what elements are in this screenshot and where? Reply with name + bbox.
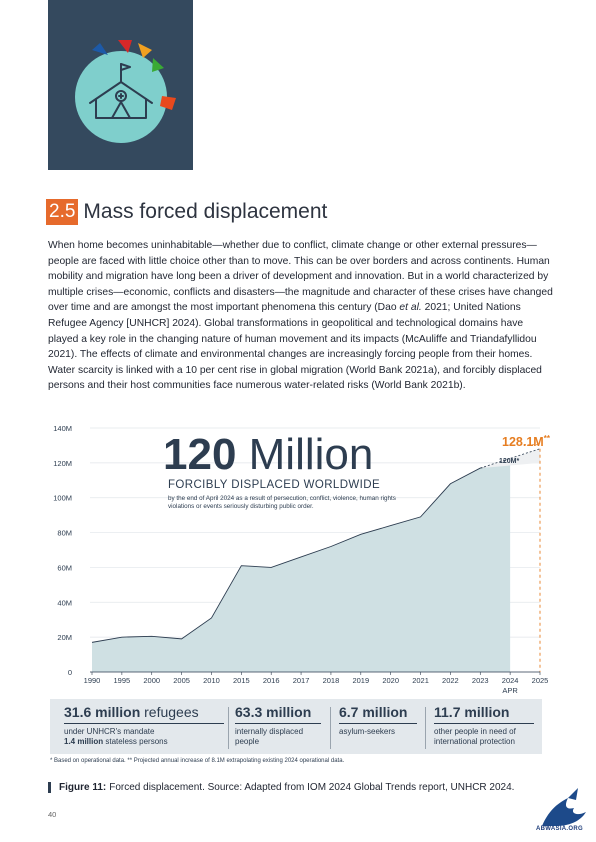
projected-callout: 128.1M** — [502, 434, 550, 449]
stat-label: asylum-seekers — [339, 727, 417, 737]
body-paragraph: When home becomes uninhabitable—whether … — [48, 238, 553, 394]
x-tick-label: 2000 — [143, 676, 160, 685]
y-tick-label: 60M — [57, 563, 72, 572]
chart-footnote: * Based on operational data. ** Projecte… — [50, 758, 345, 764]
stat-line2: stateless persons — [103, 736, 168, 746]
page-number: 40 — [48, 810, 57, 819]
x-tick-label: 2016 — [263, 676, 280, 685]
headline-number-word: Million — [248, 430, 374, 479]
stat-value: 31.6 million — [64, 704, 141, 720]
projected-value: 128.1M — [502, 435, 544, 450]
x-tick-label: 2019 — [352, 676, 369, 685]
stat-line1: internally displaced — [235, 727, 304, 736]
stat-line1: under UNHCR's mandate — [64, 727, 155, 736]
stat-label: other people in need of international pro… — [434, 727, 534, 746]
section-number: 2.5 — [46, 199, 79, 225]
x-tick-label: 2023 — [472, 676, 489, 685]
stats-strip: 31.6 million refugees under UNHCR's mand… — [50, 699, 542, 754]
stat-unit: refugees — [144, 704, 199, 720]
stat-line2: people — [235, 736, 260, 746]
headline-number-value: 120 — [163, 430, 237, 479]
y-tick-label: 100M — [53, 494, 72, 503]
headline-number: 120 Million — [163, 430, 373, 480]
headline-subtitle: FORCIBLY DISPLACED WORLDWIDE — [168, 479, 381, 491]
stat-line1: asylum-seekers — [339, 727, 396, 736]
stat-label: internally displaced people — [235, 727, 321, 746]
caption-label: Figure 11: — [59, 782, 107, 793]
x-tick-label: 1990 — [84, 676, 101, 685]
stat-rule — [235, 723, 321, 724]
stat-value: 6.7 million — [339, 704, 408, 720]
body-text-part-1: When home becomes uninhabitable—whether … — [48, 240, 553, 314]
x-tick-label: 2020 — [382, 676, 399, 685]
section-heading: 2.5 Mass forced displacement — [46, 199, 327, 225]
tent-shelter-icon — [75, 40, 176, 143]
y-tick-label: 40M — [57, 598, 72, 607]
figure-caption: Figure 11: Forced displacement. Source: … — [48, 782, 514, 793]
x-tick-label: 2021 — [412, 676, 429, 685]
headline-description: by the end of April 2024 as a result of … — [168, 495, 396, 510]
stat-divider — [228, 707, 229, 749]
stat-idps: 63.3 million internally displaced people — [235, 704, 321, 746]
series-line — [91, 462, 511, 643]
x-tick-label: 2025 — [532, 676, 549, 685]
y-tick-label: 0 — [68, 668, 72, 677]
body-text-italic: et al. — [399, 302, 422, 314]
stat-asylum: 6.7 million asylum-seekers — [339, 704, 417, 737]
x-tick-label: 1995 — [114, 676, 131, 685]
stat-line2-bold: 1.4 million — [64, 736, 104, 746]
stat-refugees: 31.6 million refugees under UNHCR's mand… — [64, 704, 224, 746]
stat-line2: international protection — [434, 736, 515, 746]
watermark-text: ABWASIA.ORG — [536, 826, 583, 832]
stat-value: 11.7 million — [434, 704, 510, 720]
stat-divider — [425, 707, 426, 749]
x-tick-label: 2005 — [173, 676, 190, 685]
displacement-area-chart: 0 20M 40M 60M 80M 100M 120M 140M 1990 1995 2000 200… — [53, 424, 549, 695]
stat-rule — [434, 723, 534, 724]
stat-value: 63.3 million — [235, 704, 312, 720]
x-tick-label: 2010 — [203, 676, 220, 685]
projection-line — [480, 448, 541, 469]
caption-text: Forced displacement. Source: Adapted fro… — [109, 782, 515, 793]
stat-rule — [339, 723, 417, 724]
section-title: Mass forced displacement — [83, 200, 328, 223]
stat-other: 11.7 million other people in need of inte… — [434, 704, 534, 746]
x-tick-label: 2018 — [323, 676, 340, 685]
bird-logo-icon — [542, 788, 586, 826]
section-hero-icon-panel — [48, 0, 193, 170]
x-tick-label: 2022 — [442, 676, 459, 685]
stat-line1: other people in need of — [434, 727, 516, 736]
y-tick-label: 120M — [53, 459, 72, 468]
caption-bar — [48, 782, 51, 793]
stat-rule — [64, 723, 224, 724]
y-tick-label: 80M — [57, 529, 72, 538]
y-tick-label: 20M — [57, 633, 72, 642]
projected-mark: ** — [543, 434, 550, 443]
stat-divider — [330, 707, 331, 749]
current-callout: 120M* — [499, 458, 520, 465]
stat-label: under UNHCR's mandate 1.4 million statele… — [64, 727, 224, 746]
series-area — [92, 462, 511, 672]
x-tick-label: 2024 — [502, 676, 519, 685]
y-tick-label: 140M — [53, 424, 72, 433]
x-tick-label: 2017 — [293, 676, 310, 685]
body-text-part-2: 2021; United Nations Refugee Agency [UNH… — [48, 302, 542, 392]
x-tick-label: 2015 — [233, 676, 250, 685]
x-tick-sublabel: APR — [502, 686, 518, 695]
